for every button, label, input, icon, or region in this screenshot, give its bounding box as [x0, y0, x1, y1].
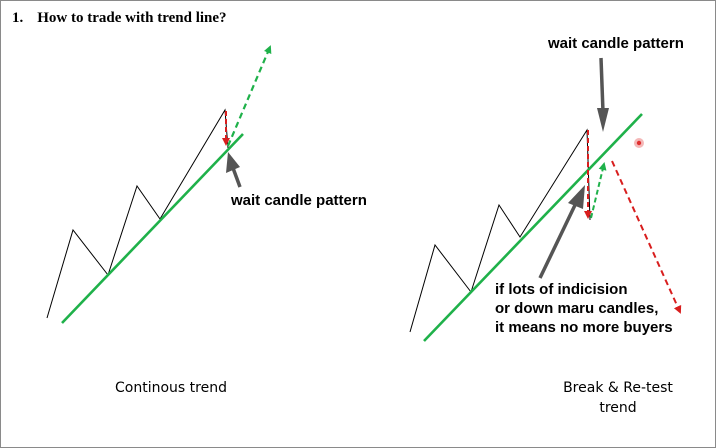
page-title: 1. How to trade with trend line? — [12, 10, 227, 27]
right-annotation-top: wait candle pattern — [548, 35, 684, 52]
left-annotation: wait candle pattern — [231, 192, 367, 209]
right-caption: Break & Re-test trend — [528, 378, 708, 418]
left-chart — [46, 45, 272, 324]
right-annotation-line-3: it means no more buyers — [495, 319, 673, 336]
left-pointer-arrow-icon — [226, 152, 242, 188]
right-retest-arrow — [590, 162, 607, 219]
right-chart — [409, 57, 682, 342]
right-annotation-line-1: if lots of indicision — [495, 281, 628, 298]
right-top-pointer-arrow-icon — [597, 57, 609, 132]
right-annotation-line-2: or down maru candles, — [495, 300, 659, 317]
left-trend-line — [61, 133, 244, 324]
right-down-projection-arrow — [611, 160, 682, 314]
left-up-projection-arrow — [226, 45, 272, 147]
right-annotation-bottom: if lots of indicision or down maru candl… — [495, 280, 673, 337]
left-caption: Continous trend — [115, 380, 227, 396]
left-price-path — [46, 108, 229, 319]
right-bottom-pointer-arrow-icon — [538, 185, 585, 279]
title-number: 1. — [12, 10, 24, 26]
right-caption-line-2: trend — [599, 400, 637, 416]
title-text: How to trade with trend line? — [37, 10, 227, 26]
right-trend-line — [423, 113, 643, 342]
right-caption-line-1: Break & Re-test — [563, 380, 673, 396]
record-dot-icon — [634, 138, 644, 148]
